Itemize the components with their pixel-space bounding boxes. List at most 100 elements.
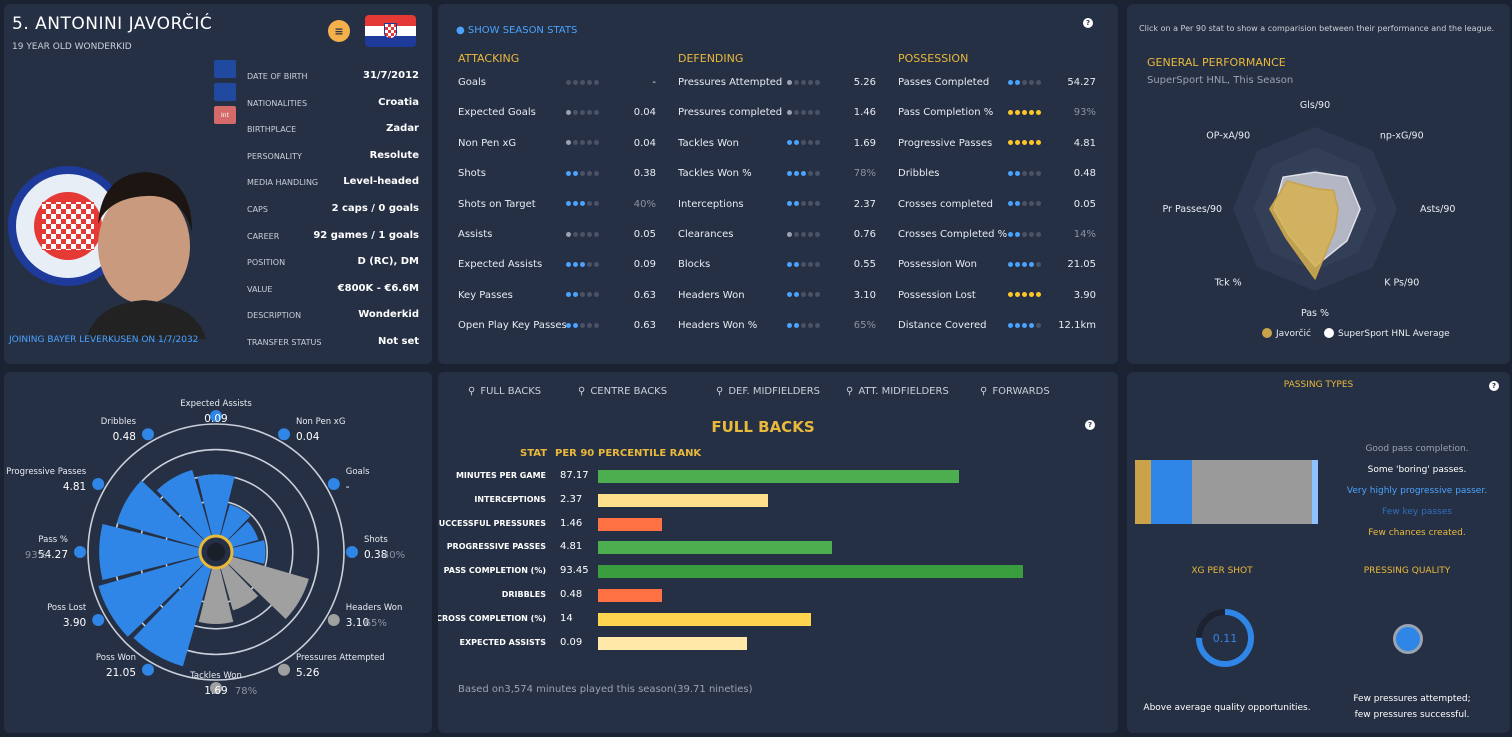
pizza-slice[interactable] [116,480,205,548]
season-stat-row[interactable]: Possession Won 21.05 [898,256,1096,276]
pizza-slice[interactable] [98,556,205,637]
season-stat-row[interactable]: Clearances 0.76 [678,226,876,246]
show-season-stats-toggle[interactable]: ● SHOW SEASON STATS [456,25,578,36]
passing-bar-segment [1151,460,1192,524]
help-icon[interactable]: ? [1083,18,1093,28]
radar-axis-label[interactable]: K Ps/90 [1384,278,1419,289]
season-stat-row[interactable]: Headers Won 3.10 [678,287,876,307]
season-stat-row[interactable]: Expected Assists 0.09 [458,256,656,276]
rating-dot [1008,292,1013,298]
pizza-slice[interactable] [231,540,266,564]
pizza-slice-value: 5.26 [296,667,320,679]
position-tab[interactable]: ⚲ FORWARDS [980,386,1050,397]
profile-row-label: Position [247,258,286,268]
season-stat-row[interactable]: Crosses Completed % 14% [898,226,1096,246]
radar-axis-label[interactable]: Asts/90 [1420,204,1455,215]
pizza-slice[interactable] [133,563,212,667]
season-stat-row[interactable]: Pressures completed 1.46 [678,104,876,124]
season-stat-row[interactable]: Shots on Target 40% [458,196,656,216]
radar-axis-label[interactable]: OP-xA/90 [1206,130,1250,141]
pizza-slice-label: Tackles Won [189,671,242,681]
season-stat-label: Pressures completed [678,107,783,119]
rating-dot [1015,109,1020,115]
season-stat-row[interactable]: Progressive Passes 4.81 [898,135,1096,155]
position-tab[interactable]: ⚲ ATT. MIDFIELDERS [846,386,949,397]
season-stat-value: 0.05 [633,229,656,240]
pizza-slice[interactable] [220,504,251,541]
pizza-slice[interactable] [198,567,234,624]
rating-dot [1008,140,1013,146]
list-menu-icon[interactable]: ≡ [328,20,350,42]
season-stat-label: Interceptions [678,198,744,210]
pizza-slice-label: Pressures Attempted [296,653,385,663]
season-stat-row[interactable]: Non Pen xG 0.04 [458,135,656,155]
pizza-ring [87,423,345,681]
per90-column-header: PER 90 [555,448,595,459]
percentile-row-value: 14 [560,612,573,624]
season-stat-row[interactable]: Tackles Won 1.69 [678,135,876,155]
profile-row-label: Nationalities [247,98,308,108]
season-stat-row[interactable]: Key Passes 0.63 [458,287,656,307]
radar-axis-label[interactable]: Pr Passes/90 [1162,204,1222,215]
radar-axis-label[interactable]: Gls/90 [1300,100,1330,111]
season-stat-row[interactable]: Blocks 0.55 [678,256,876,276]
rating-dots [566,107,601,118]
season-stat-row[interactable]: Distance Covered 12.1km [898,317,1096,337]
season-stat-row[interactable]: Possession Lost 3.90 [898,287,1096,307]
season-stat-row[interactable]: Shots 0.38 [458,165,656,185]
radar-axis-label[interactable]: np-xG/90 [1380,130,1424,141]
position-tab[interactable]: ⚲ FULL BACKS [468,386,541,397]
stat-group-title: ATTACKING [458,52,520,65]
pizza-slice[interactable] [227,556,309,619]
profile-row: Description Wonderkid [247,307,419,327]
percentile-row: SUCCESSFUL PRESSURES 1.46 [438,515,1118,535]
pizza-slice[interactable] [99,524,201,580]
season-stat-row[interactable]: Headers Won % 65% [678,317,876,337]
rating-dot [1029,170,1034,176]
season-stat-row[interactable]: Crosses completed 0.05 [898,196,1096,216]
season-stats-panel: ● SHOW SEASON STATS ? ATTACKING Goals - Exp… [438,4,1118,364]
pizza-slice[interactable] [220,563,259,611]
pizza-slice-marker [142,428,154,441]
rating-dots [566,138,601,149]
radar-axis-label[interactable]: Tck % [1214,278,1242,289]
help-icon[interactable]: ? [1085,420,1095,430]
rating-dot [1036,109,1041,115]
pizza-slice[interactable] [156,469,212,541]
radar-axis-label[interactable]: Pas % [1301,308,1329,319]
season-stat-row[interactable]: Dribbles 0.48 [898,165,1096,185]
international-badge: Int [214,106,236,124]
percentile-row: PASS COMPLETION (%) 93.45 [438,562,1118,582]
rating-dot [587,79,592,85]
percentile-row-label: PASS COMPLETION (%) [443,566,546,576]
rating-dot [587,322,592,328]
season-stat-row[interactable]: Tackles Won % 78% [678,165,876,185]
stat-column-header: STAT [520,448,548,459]
season-stat-label: Open Play Key Passes [458,320,567,332]
season-stat-row[interactable]: Expected Goals 0.04 [458,104,656,124]
season-stat-row[interactable]: Interceptions 2.37 [678,196,876,216]
percentile-row-label: CROSS COMPLETION (%) [438,613,546,623]
season-stat-value: 0.48 [1073,168,1096,180]
season-stat-row[interactable]: Open Play Key Passes 0.63 [458,317,656,337]
performance-radar-chart[interactable]: Gls/90 np-xG/90 Asts/90 K Ps/90 Pas % Tck % Pr… [1127,89,1510,364]
profile-row: Nationalities Croatia [247,95,419,115]
position-tab[interactable]: ⚲ DEF. MIDFIELDERS [716,386,820,397]
help-icon[interactable]: ? [1489,381,1499,391]
season-stat-row[interactable]: Goals - [458,74,656,94]
pizza-slice[interactable] [197,474,235,537]
position-tab[interactable]: ⚲ CENTRE BACKS [578,386,667,397]
percentile-pizza-chart[interactable]: Dribbles 0.48 Expected Assists 0.09 Non Pen … [4,372,432,733]
season-stat-row[interactable]: Assists 0.05 [458,226,656,246]
pizza-slice-label: Progressive Passes [6,467,87,477]
pizza-slice-value: 3.90 [63,617,86,629]
passing-note: Good pass completion. [1365,444,1469,454]
season-stat-row[interactable]: Pass Completion % 93% [898,104,1096,124]
season-stat-value: 5.26 [853,77,876,88]
season-stat-row[interactable]: Passes Completed 54.27 [898,74,1096,94]
rating-dot [801,109,806,115]
season-stat-row[interactable]: Pressures Attempted 5.26 [678,74,876,94]
rating-dot [573,109,578,115]
rating-dot [594,79,599,85]
pizza-slice[interactable] [227,521,259,548]
